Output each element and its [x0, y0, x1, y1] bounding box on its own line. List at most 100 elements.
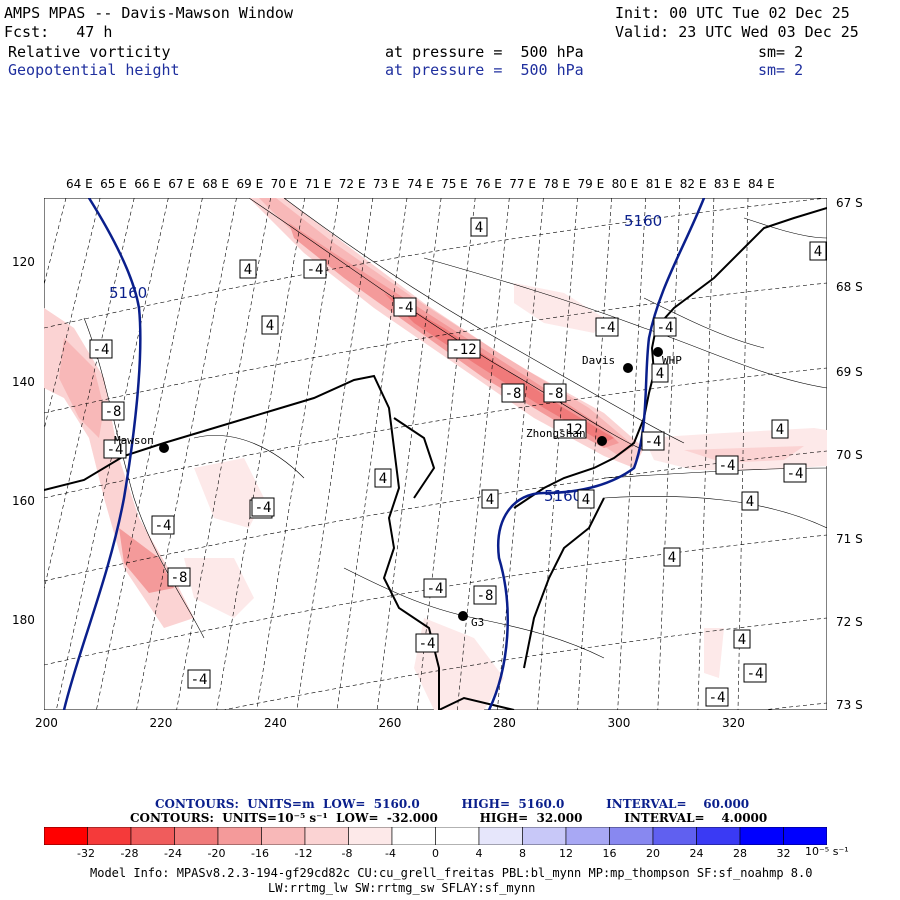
- meridian-line: [176, 198, 271, 710]
- longitude-label: 81 E: [645, 177, 673, 191]
- vorticity-contours: [83, 198, 827, 659]
- vorticity-label: -4: [187, 669, 211, 689]
- colorbar-tick: 28: [733, 847, 747, 860]
- longitude-label: 82 E: [679, 177, 707, 191]
- vorticity-label: -12: [447, 339, 481, 359]
- vorticity-label: -4: [251, 497, 275, 517]
- longitude-label: 83 E: [713, 177, 741, 191]
- x-tick-label: 320: [722, 716, 745, 730]
- station-g3: G3: [458, 611, 484, 629]
- vorticity-label: -4: [423, 578, 447, 598]
- svg-text:4: 4: [475, 220, 483, 236]
- svg-text:4: 4: [486, 492, 494, 508]
- height-label: 5160: [544, 487, 582, 505]
- colorbar-tick: 8: [519, 847, 526, 860]
- latitude-label: 72 S: [836, 615, 863, 629]
- vorticity-label: -4: [103, 439, 127, 459]
- vorticity-label: -8: [501, 383, 525, 403]
- vorticity-label: -4: [783, 463, 807, 483]
- vorticity-label: -4: [415, 633, 439, 653]
- svg-text:-12: -12: [557, 422, 582, 438]
- station-mawson: Mawson: [114, 434, 169, 453]
- svg-text:4: 4: [776, 422, 784, 438]
- parallel-line: [44, 282, 827, 414]
- valid-time: Valid: 23 UTC Wed 03 Dec 25: [615, 23, 859, 41]
- colorbar-swatch: [44, 827, 88, 845]
- y-tick-label: 120: [12, 255, 35, 269]
- longitude-label: 78 E: [543, 177, 571, 191]
- x-tick-label: 260: [378, 716, 402, 730]
- forecast-hour: Fcst: 47 h: [4, 23, 113, 41]
- colorbar-unit: 10⁻⁵ s⁻¹: [805, 845, 849, 858]
- y-tick-label: 140: [12, 375, 35, 389]
- svg-text:-4: -4: [419, 636, 436, 652]
- y-tick-label: 160: [12, 494, 35, 508]
- meridian-line: [216, 198, 305, 710]
- colorbar-tick: -24: [164, 847, 182, 860]
- svg-text:-8: -8: [171, 570, 188, 586]
- svg-text:-4: -4: [107, 442, 124, 458]
- field2-level: at pressure = 500 hPa: [385, 61, 584, 79]
- vorticity-label: 4: [577, 489, 595, 509]
- vorticity-label: 4: [239, 259, 257, 279]
- vorticity-contour-info: CONTOURS: UNITS=10⁻⁵ s⁻¹ LOW= -32.000 HI…: [130, 811, 767, 825]
- colorbar-swatch: [435, 827, 480, 845]
- longitude-label: 77 E: [509, 177, 536, 191]
- colorbar-swatch: [696, 827, 741, 845]
- vorticity-label: -4: [715, 455, 739, 475]
- svg-text:WHP: WHP: [662, 354, 682, 367]
- longitude-label: 80 E: [611, 177, 639, 191]
- vorticity-label: 4: [470, 217, 488, 237]
- latitude-label: 69 S: [836, 365, 863, 379]
- height-contour-5160: [62, 198, 706, 710]
- field2-smoothing: sm= 2: [758, 61, 804, 79]
- parallel-line: [44, 198, 827, 329]
- init-time: Init: 00 UTC Tue 02 Dec 25: [615, 4, 850, 22]
- longitude-label: 64 E: [66, 177, 93, 191]
- vorticity-label: -8: [101, 401, 125, 421]
- colorbar-swatch: [261, 827, 306, 845]
- svg-text:-4: -4: [599, 320, 616, 336]
- vorticity-label: -4: [89, 339, 113, 359]
- colorbar-tick: 32: [776, 847, 791, 860]
- colorbar-tick: -4: [385, 847, 396, 860]
- colorbar-tick: -28: [120, 847, 139, 860]
- vorticity-labels: 4 4 -4 4 -4 -12 -8 -8 -12 -4 -4 4 -4 -8 -4 4 -4 4 4 -4 -8 4 -4…: [89, 217, 827, 707]
- height-contour-info-text: CONTOURS: UNITS=m LOW= 5160.0 HIGH= 5160…: [155, 797, 750, 811]
- vorticity-label: -4: [151, 515, 175, 535]
- vorticity-label: -8: [473, 585, 497, 605]
- vorticity-label: -8: [543, 383, 567, 403]
- field2-name: Geopotential height: [8, 61, 180, 79]
- svg-text:G3: G3: [471, 616, 484, 629]
- station-whp: WHP: [653, 347, 682, 367]
- svg-text:-4: -4: [645, 434, 662, 450]
- meridian-line: [296, 198, 374, 710]
- height-contour-info: CONTOURS: UNITS=m LOW= 5160.0 HIGH= 5160…: [155, 797, 749, 811]
- meridian-line: [657, 198, 681, 710]
- meridian-line: [44, 198, 101, 431]
- height-label: 5160: [624, 212, 662, 230]
- longitude-label: 65 E: [100, 177, 127, 191]
- vorticity-label: -4: [303, 259, 327, 279]
- longitude-label: 74 E: [407, 177, 434, 191]
- svg-text:-4: -4: [397, 300, 414, 316]
- svg-text:-8: -8: [547, 386, 564, 402]
- height-label: 5160: [109, 284, 147, 302]
- vorticity-contour-info-text: CONTOURS: UNITS=10⁻⁵ s⁻¹ LOW= -32.000 HI…: [130, 811, 768, 825]
- longitude-label: 79 E: [577, 177, 605, 191]
- meridian-line: [96, 198, 203, 710]
- svg-text:4: 4: [738, 632, 746, 648]
- colorbar: [44, 827, 827, 845]
- meridian-line: [577, 198, 612, 710]
- svg-text:Mawson: Mawson: [114, 434, 154, 447]
- model-info: Model Info: MPASv8.2.3-194-gf29cd82c CU:…: [90, 866, 813, 880]
- colorbar-swatch: [130, 827, 175, 845]
- colorbar-tick: -8: [341, 847, 353, 860]
- colorbar-swatch: [391, 827, 436, 845]
- longitude-label: 66 E: [134, 177, 161, 191]
- meridian-line: [737, 198, 749, 710]
- svg-text:-4: -4: [191, 672, 208, 688]
- colorbar-swatch: [783, 827, 827, 845]
- vorticity-label: -4: [705, 687, 729, 707]
- svg-text:Davis: Davis: [582, 354, 615, 367]
